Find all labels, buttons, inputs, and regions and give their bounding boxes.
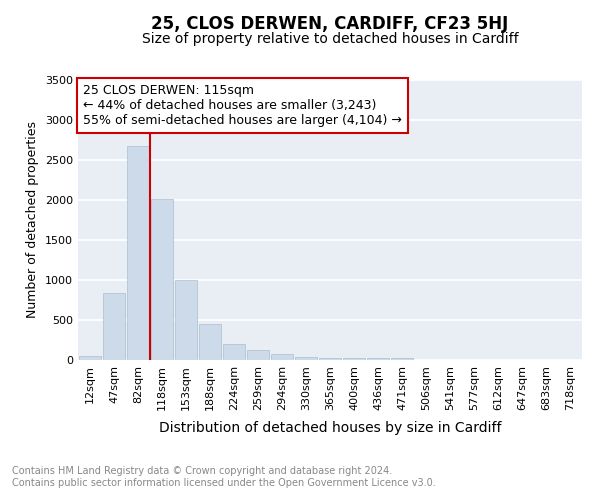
Bar xyxy=(247,350,269,360)
Bar xyxy=(175,280,197,360)
Text: Contains HM Land Registry data © Crown copyright and database right 2024.
Contai: Contains HM Land Registry data © Crown c… xyxy=(12,466,436,487)
Bar xyxy=(199,324,221,360)
Bar xyxy=(103,293,125,360)
Bar xyxy=(391,358,413,360)
Text: Size of property relative to detached houses in Cardiff: Size of property relative to detached ho… xyxy=(142,32,518,46)
Bar xyxy=(271,354,293,360)
Bar xyxy=(295,357,317,360)
Text: 25 CLOS DERWEN: 115sqm
← 44% of detached houses are smaller (3,243)
55% of semi-: 25 CLOS DERWEN: 115sqm ← 44% of detached… xyxy=(83,84,402,127)
Bar xyxy=(151,199,173,360)
Bar xyxy=(367,358,389,360)
Bar xyxy=(127,146,149,360)
X-axis label: Distribution of detached houses by size in Cardiff: Distribution of detached houses by size … xyxy=(159,421,501,435)
Bar xyxy=(223,344,245,360)
Text: 25, CLOS DERWEN, CARDIFF, CF23 5HJ: 25, CLOS DERWEN, CARDIFF, CF23 5HJ xyxy=(151,15,509,33)
Bar xyxy=(319,358,341,360)
Bar xyxy=(343,358,365,360)
Bar xyxy=(79,356,101,360)
Y-axis label: Number of detached properties: Number of detached properties xyxy=(26,122,40,318)
